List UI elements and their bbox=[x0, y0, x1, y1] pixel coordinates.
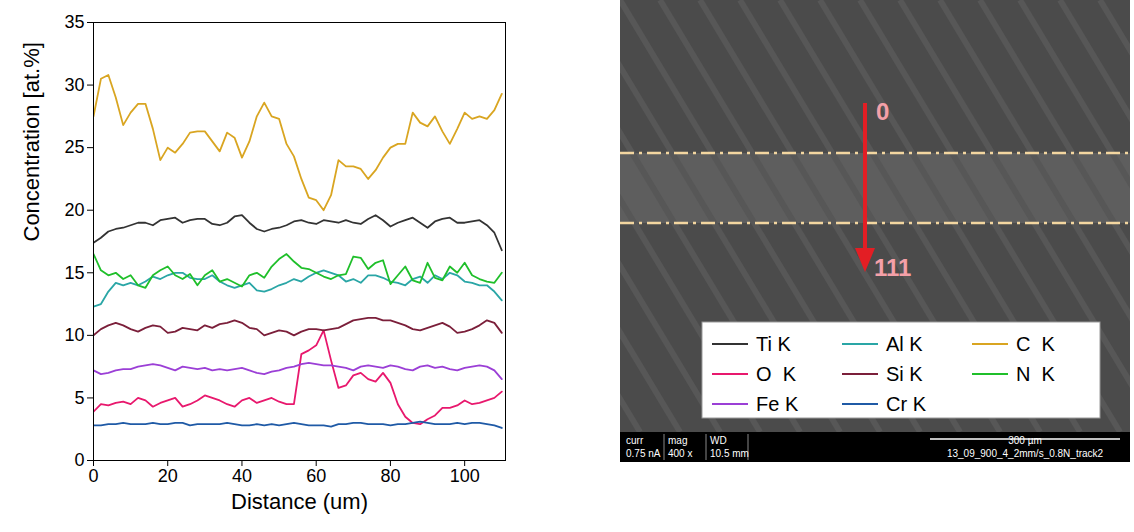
svg-text:35: 35 bbox=[64, 12, 84, 32]
svg-text:5: 5 bbox=[74, 388, 84, 408]
svg-text:20: 20 bbox=[64, 200, 84, 220]
svg-text:15: 15 bbox=[64, 263, 84, 283]
svg-text:10.5 mm: 10.5 mm bbox=[710, 448, 749, 459]
svg-text:30: 30 bbox=[64, 75, 84, 95]
svg-text:0: 0 bbox=[876, 98, 889, 125]
svg-text:40: 40 bbox=[232, 466, 252, 486]
svg-text:Al K: Al K bbox=[886, 333, 923, 355]
svg-text:curr: curr bbox=[626, 435, 644, 446]
svg-text:10: 10 bbox=[64, 325, 84, 345]
svg-text:80: 80 bbox=[380, 466, 400, 486]
svg-text:60: 60 bbox=[306, 466, 326, 486]
svg-text:N K: N K bbox=[1016, 363, 1056, 385]
svg-text:300 µm: 300 µm bbox=[1008, 435, 1042, 446]
svg-text:WD: WD bbox=[710, 435, 727, 446]
svg-text:111: 111 bbox=[874, 254, 911, 281]
svg-text:Si K: Si K bbox=[886, 363, 923, 385]
svg-text:Fe K: Fe K bbox=[756, 393, 799, 415]
svg-text:0: 0 bbox=[74, 450, 84, 470]
svg-text:400 x: 400 x bbox=[668, 448, 692, 459]
svg-text:0.75 nA: 0.75 nA bbox=[626, 448, 661, 459]
svg-text:Cr K: Cr K bbox=[886, 393, 927, 415]
svg-text:0: 0 bbox=[88, 466, 98, 486]
svg-text:Concentration [at.%]: Concentration [at.%] bbox=[19, 42, 44, 241]
svg-text:O K: O K bbox=[756, 363, 797, 385]
svg-text:C K: C K bbox=[1016, 333, 1056, 355]
svg-text:mag: mag bbox=[668, 435, 687, 446]
svg-text:Ti K: Ti K bbox=[756, 333, 791, 355]
svg-text:20: 20 bbox=[158, 466, 178, 486]
svg-text:100: 100 bbox=[450, 466, 480, 486]
svg-text:Distance (um): Distance (um) bbox=[231, 489, 368, 514]
svg-text:13_09_900_4_2mm/s_0.8N_track2: 13_09_900_4_2mm/s_0.8N_track2 bbox=[947, 448, 1104, 459]
svg-text:25: 25 bbox=[64, 137, 84, 157]
